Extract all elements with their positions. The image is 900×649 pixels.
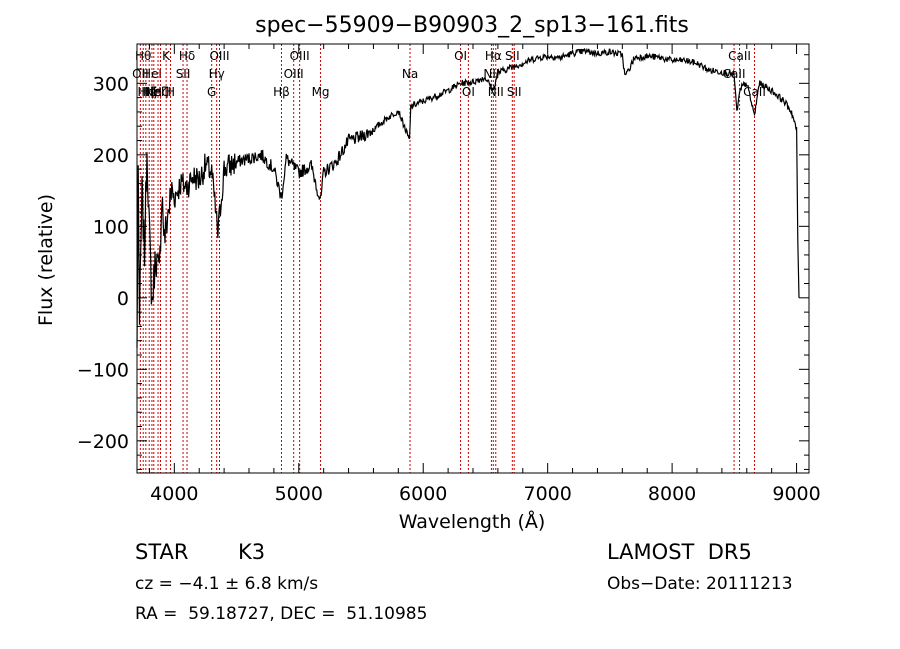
x-tick-label: 7000	[523, 483, 571, 505]
y-tick-label: −100	[77, 359, 129, 381]
x-tick-label: 9000	[772, 483, 820, 505]
observation-date: Obs−Date: 20111213	[607, 574, 793, 594]
line-marker-label: OIII	[209, 49, 229, 63]
line-marker-label: Hθ	[135, 49, 151, 63]
line-marker-label: OI	[462, 85, 475, 99]
line-marker-label: OIII	[284, 67, 304, 81]
line-marker-label: Hη	[138, 85, 155, 99]
line-marker-label: Hζ	[153, 85, 169, 99]
line-marker-label: Hζ	[141, 85, 157, 99]
y-axis-ticks: −200 −100 0 100 200 300	[77, 54, 809, 470]
subclass-label: K3	[238, 540, 266, 564]
line-marker-label: HeI	[142, 67, 162, 81]
line-marker-label: Mg	[312, 85, 330, 99]
x-axis-ticks: 4000 5000 6000 7000 8000 9000	[148, 44, 821, 505]
coordinates-text: RA = 59.18727, DEC = 51.10985	[135, 604, 428, 624]
x-tick-label: 8000	[648, 483, 696, 505]
x-tick-label: 4000	[150, 483, 198, 505]
line-marker-label: SII	[507, 85, 522, 99]
y-tick-label: 300	[93, 73, 129, 95]
line-marker-label: NII	[488, 85, 504, 99]
line-marker-label: H	[166, 85, 175, 99]
line-marker-label: OIII	[290, 49, 310, 63]
line-marker-label: NeIII	[145, 85, 172, 99]
line-marker-label: G	[207, 85, 216, 99]
line-marker-label: Hβ	[273, 85, 290, 99]
y-tick-label: 0	[117, 288, 129, 310]
line-marker-label: SII	[505, 49, 520, 63]
y-tick-label: 200	[93, 145, 129, 167]
class-label: STAR	[135, 540, 189, 564]
line-marker-label: OII	[132, 67, 149, 81]
spectral-line-markers: OIIHθHηHζHeIHηNeIIIHζKHSIIHδGHγOIIIHβOII…	[132, 44, 766, 473]
spectrum-line	[136, 47, 800, 348]
line-marker-label: Na	[402, 67, 418, 81]
line-marker-label: Hδ	[179, 49, 195, 63]
redshift-text: cz = −4.1 ± 6.8 km/s	[135, 574, 319, 594]
survey-label: LAMOST DR5	[607, 540, 752, 564]
y-tick-label: 100	[93, 216, 129, 238]
line-marker-label: Hγ	[209, 67, 225, 81]
line-marker-label: K	[162, 49, 171, 63]
plot-frame	[136, 43, 810, 474]
line-marker-label: SII	[176, 67, 191, 81]
line-marker-label: CaII	[728, 49, 751, 63]
y-axis-label: Flux (relative)	[35, 194, 57, 326]
line-marker-label: OI	[454, 49, 467, 63]
x-tick-label: 5000	[275, 483, 323, 505]
x-axis-label: Wavelength (Å)	[399, 510, 546, 533]
line-marker-label: Hα	[485, 49, 502, 63]
y-tick-label: −200	[77, 431, 129, 453]
x-tick-label: 6000	[399, 483, 447, 505]
chart-title: spec−55909−B90903_2_sp13−161.fits	[255, 13, 689, 38]
